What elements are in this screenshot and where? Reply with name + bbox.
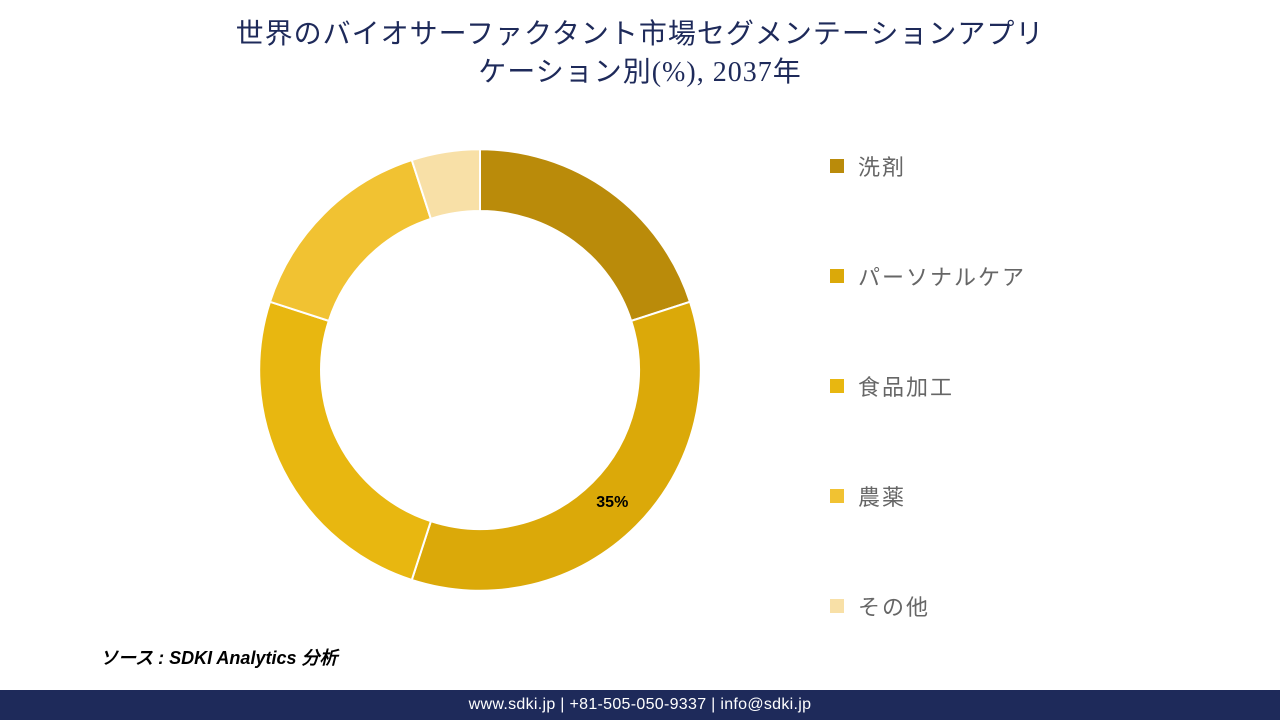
footer-text: www.sdki.jp | +81-505-050-9337 | info@sd… — [469, 696, 812, 714]
page-root: 世界のバイオサーファクタント市場セグメンテーションアプリ ケーション別(%), … — [0, 0, 1280, 720]
legend: 洗剤パーソナルケア食品加工農薬その他 — [830, 150, 1230, 622]
donut-segment — [270, 160, 431, 321]
legend-item: 洗剤 — [830, 150, 1230, 182]
donut-svg — [250, 140, 710, 600]
chart-title: 世界のバイオサーファクタント市場セグメンテーションアプリ ケーション別(%), … — [0, 16, 1280, 92]
legend-label: その他 — [858, 590, 930, 622]
legend-swatch — [830, 489, 844, 503]
donut-chart: 35% — [250, 140, 710, 600]
donut-segment — [259, 302, 431, 580]
legend-item: 農薬 — [830, 480, 1230, 512]
title-line-2: ケーション別(%), 2037年 — [478, 57, 801, 88]
donut-segment — [480, 149, 690, 321]
title-line-1: 世界のバイオサーファクタント市場セグメンテーションアプリ — [236, 19, 1045, 50]
legend-swatch — [830, 599, 844, 613]
legend-swatch — [830, 269, 844, 283]
legend-label: 食品加工 — [858, 370, 954, 402]
segment-data-label: 35% — [596, 494, 628, 512]
legend-item: その他 — [830, 590, 1230, 622]
legend-item: パーソナルケア — [830, 260, 1230, 292]
legend-item: 食品加工 — [830, 370, 1230, 402]
legend-label: 農薬 — [858, 480, 906, 512]
donut-segment — [412, 302, 701, 591]
legend-label: 洗剤 — [858, 150, 906, 182]
legend-swatch — [830, 159, 844, 173]
legend-swatch — [830, 379, 844, 393]
source-attribution: ソース : SDKI Analytics 分析 — [100, 644, 337, 670]
legend-label: パーソナルケア — [858, 260, 1026, 292]
footer-bar: www.sdki.jp | +81-505-050-9337 | info@sd… — [0, 690, 1280, 720]
